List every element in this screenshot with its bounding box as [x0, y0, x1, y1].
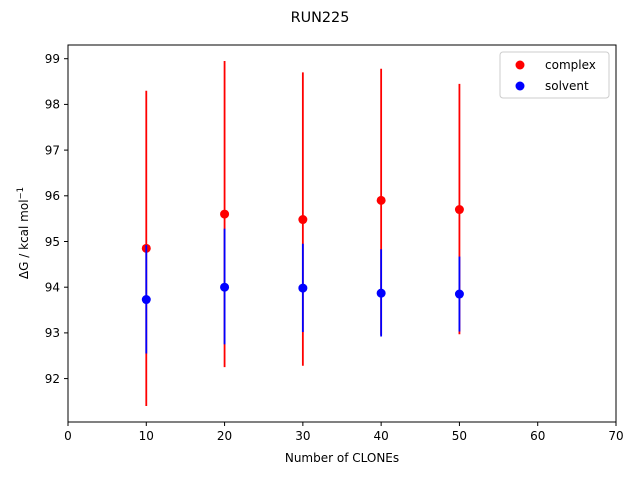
legend-frame — [499, 51, 610, 99]
y-tick-label: 94 — [45, 280, 60, 294]
x-tick-label: 60 — [530, 429, 545, 443]
plot-frame — [67, 44, 617, 423]
y-tick-label: 96 — [45, 189, 60, 203]
x-tick-label: 30 — [295, 429, 310, 443]
y-axis-label-main: ΔG / kcal mol — [17, 199, 31, 279]
legend-marker-complex — [515, 60, 525, 70]
y-tick-label: 92 — [45, 372, 60, 386]
y-tick-label: 98 — [45, 98, 60, 112]
x-tick-label: 0 — [64, 429, 72, 443]
chart-title: RUN225 — [291, 10, 350, 26]
legend-label-solvent: solvent — [545, 79, 589, 93]
complex-point — [454, 205, 464, 215]
solvent-point — [141, 295, 151, 305]
solvent-point — [220, 282, 230, 292]
solvent-point — [454, 289, 464, 299]
series-solvent — [141, 228, 464, 354]
solvent-point — [298, 283, 308, 293]
x-tick-label: 50 — [452, 429, 467, 443]
x-tick-label: 40 — [374, 429, 389, 443]
x-axis: 0 10 20 30 40 50 60 70 — [64, 422, 624, 443]
x-axis-label: Number of CLONEs — [285, 451, 399, 465]
plot-area — [141, 60, 464, 407]
x-tick-label: 70 — [608, 429, 623, 443]
y-axis-label-superscript: −1 — [16, 187, 26, 200]
solvent-point — [376, 288, 386, 298]
legend-label-complex: complex — [545, 58, 596, 72]
complex-point — [220, 209, 230, 219]
y-axis-label: ΔG / kcal mol−1 — [16, 187, 31, 279]
legend-marker-solvent — [515, 81, 525, 91]
x-tick-label: 20 — [217, 429, 232, 443]
complex-point — [298, 215, 308, 225]
y-tick-label: 95 — [45, 235, 60, 249]
y-axis: 92 93 94 95 96 97 98 99 — [45, 52, 68, 386]
y-tick-label: 93 — [45, 326, 60, 340]
x-tick-label: 10 — [139, 429, 154, 443]
y-tick-label: 99 — [45, 52, 60, 66]
y-tick-label: 97 — [45, 143, 60, 157]
series-complex — [141, 60, 464, 407]
complex-point — [376, 195, 386, 205]
legend: complex solvent — [499, 51, 610, 99]
